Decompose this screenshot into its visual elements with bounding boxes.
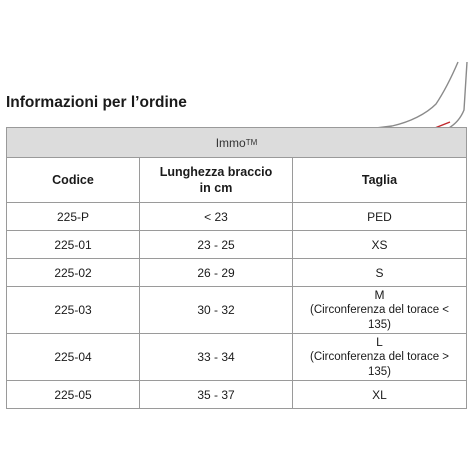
cell-length: 30 - 32 [139, 286, 293, 334]
cell-code: 225-04 [6, 333, 140, 381]
cell-size-note: (Circonferenza del torace < 135) [309, 304, 450, 331]
product-band: Immo TM [6, 127, 467, 157]
cell-size: PED [292, 202, 467, 231]
table-row: 225-04 33 - 34 L (Circonferenza del tora… [6, 333, 467, 381]
header-arm-length-line1: Lunghezza braccio [159, 165, 273, 179]
cell-size-value: L [376, 335, 383, 349]
order-table-container: Immo TM Codice Lunghezza braccio in cm Ta… [6, 127, 467, 409]
table-row: 225-03 30 - 32 M (Circonferenza del tora… [6, 286, 467, 334]
trademark-mark: TM [245, 138, 258, 147]
header-size: Taglia [292, 157, 467, 203]
cell-size: M (Circonferenza del torace < 135) [292, 286, 467, 334]
cell-length: 33 - 34 [139, 333, 293, 381]
header-arm-length-line2: in cm [199, 181, 233, 195]
table-row: 225-02 26 - 29 S [6, 258, 467, 287]
cell-size: L (Circonferenza del torace > 135) [292, 333, 467, 381]
header-code: Codice [6, 157, 140, 203]
table-row: 225-01 23 - 25 XS [6, 230, 467, 259]
order-table: Codice Lunghezza braccio in cm Taglia 22… [6, 157, 467, 409]
cell-code: 225-P [6, 202, 140, 231]
cell-size-value: M [374, 288, 385, 302]
cell-code: 225-03 [6, 286, 140, 334]
cell-size: XL [292, 380, 467, 409]
table-header-row: Codice Lunghezza braccio in cm Taglia [6, 157, 467, 203]
cell-code: 225-05 [6, 380, 140, 409]
cell-code: 225-01 [6, 230, 140, 259]
table-row: 225-P < 23 PED [6, 202, 467, 231]
cell-code: 225-02 [6, 258, 140, 287]
table-row: 225-05 35 - 37 XL [6, 380, 467, 409]
cell-size: XS [292, 230, 467, 259]
cell-length: 26 - 29 [139, 258, 293, 287]
cell-length: < 23 [139, 202, 293, 231]
cell-length: 23 - 25 [139, 230, 293, 259]
header-arm-length: Lunghezza braccio in cm [139, 157, 293, 203]
product-name: Immo [215, 135, 246, 150]
cell-length: 35 - 37 [139, 380, 293, 409]
cell-size-note: (Circonferenza del torace > 135) [309, 351, 450, 378]
page-title: Informazioni per l’ordine [6, 94, 187, 111]
cell-size: S [292, 258, 467, 287]
